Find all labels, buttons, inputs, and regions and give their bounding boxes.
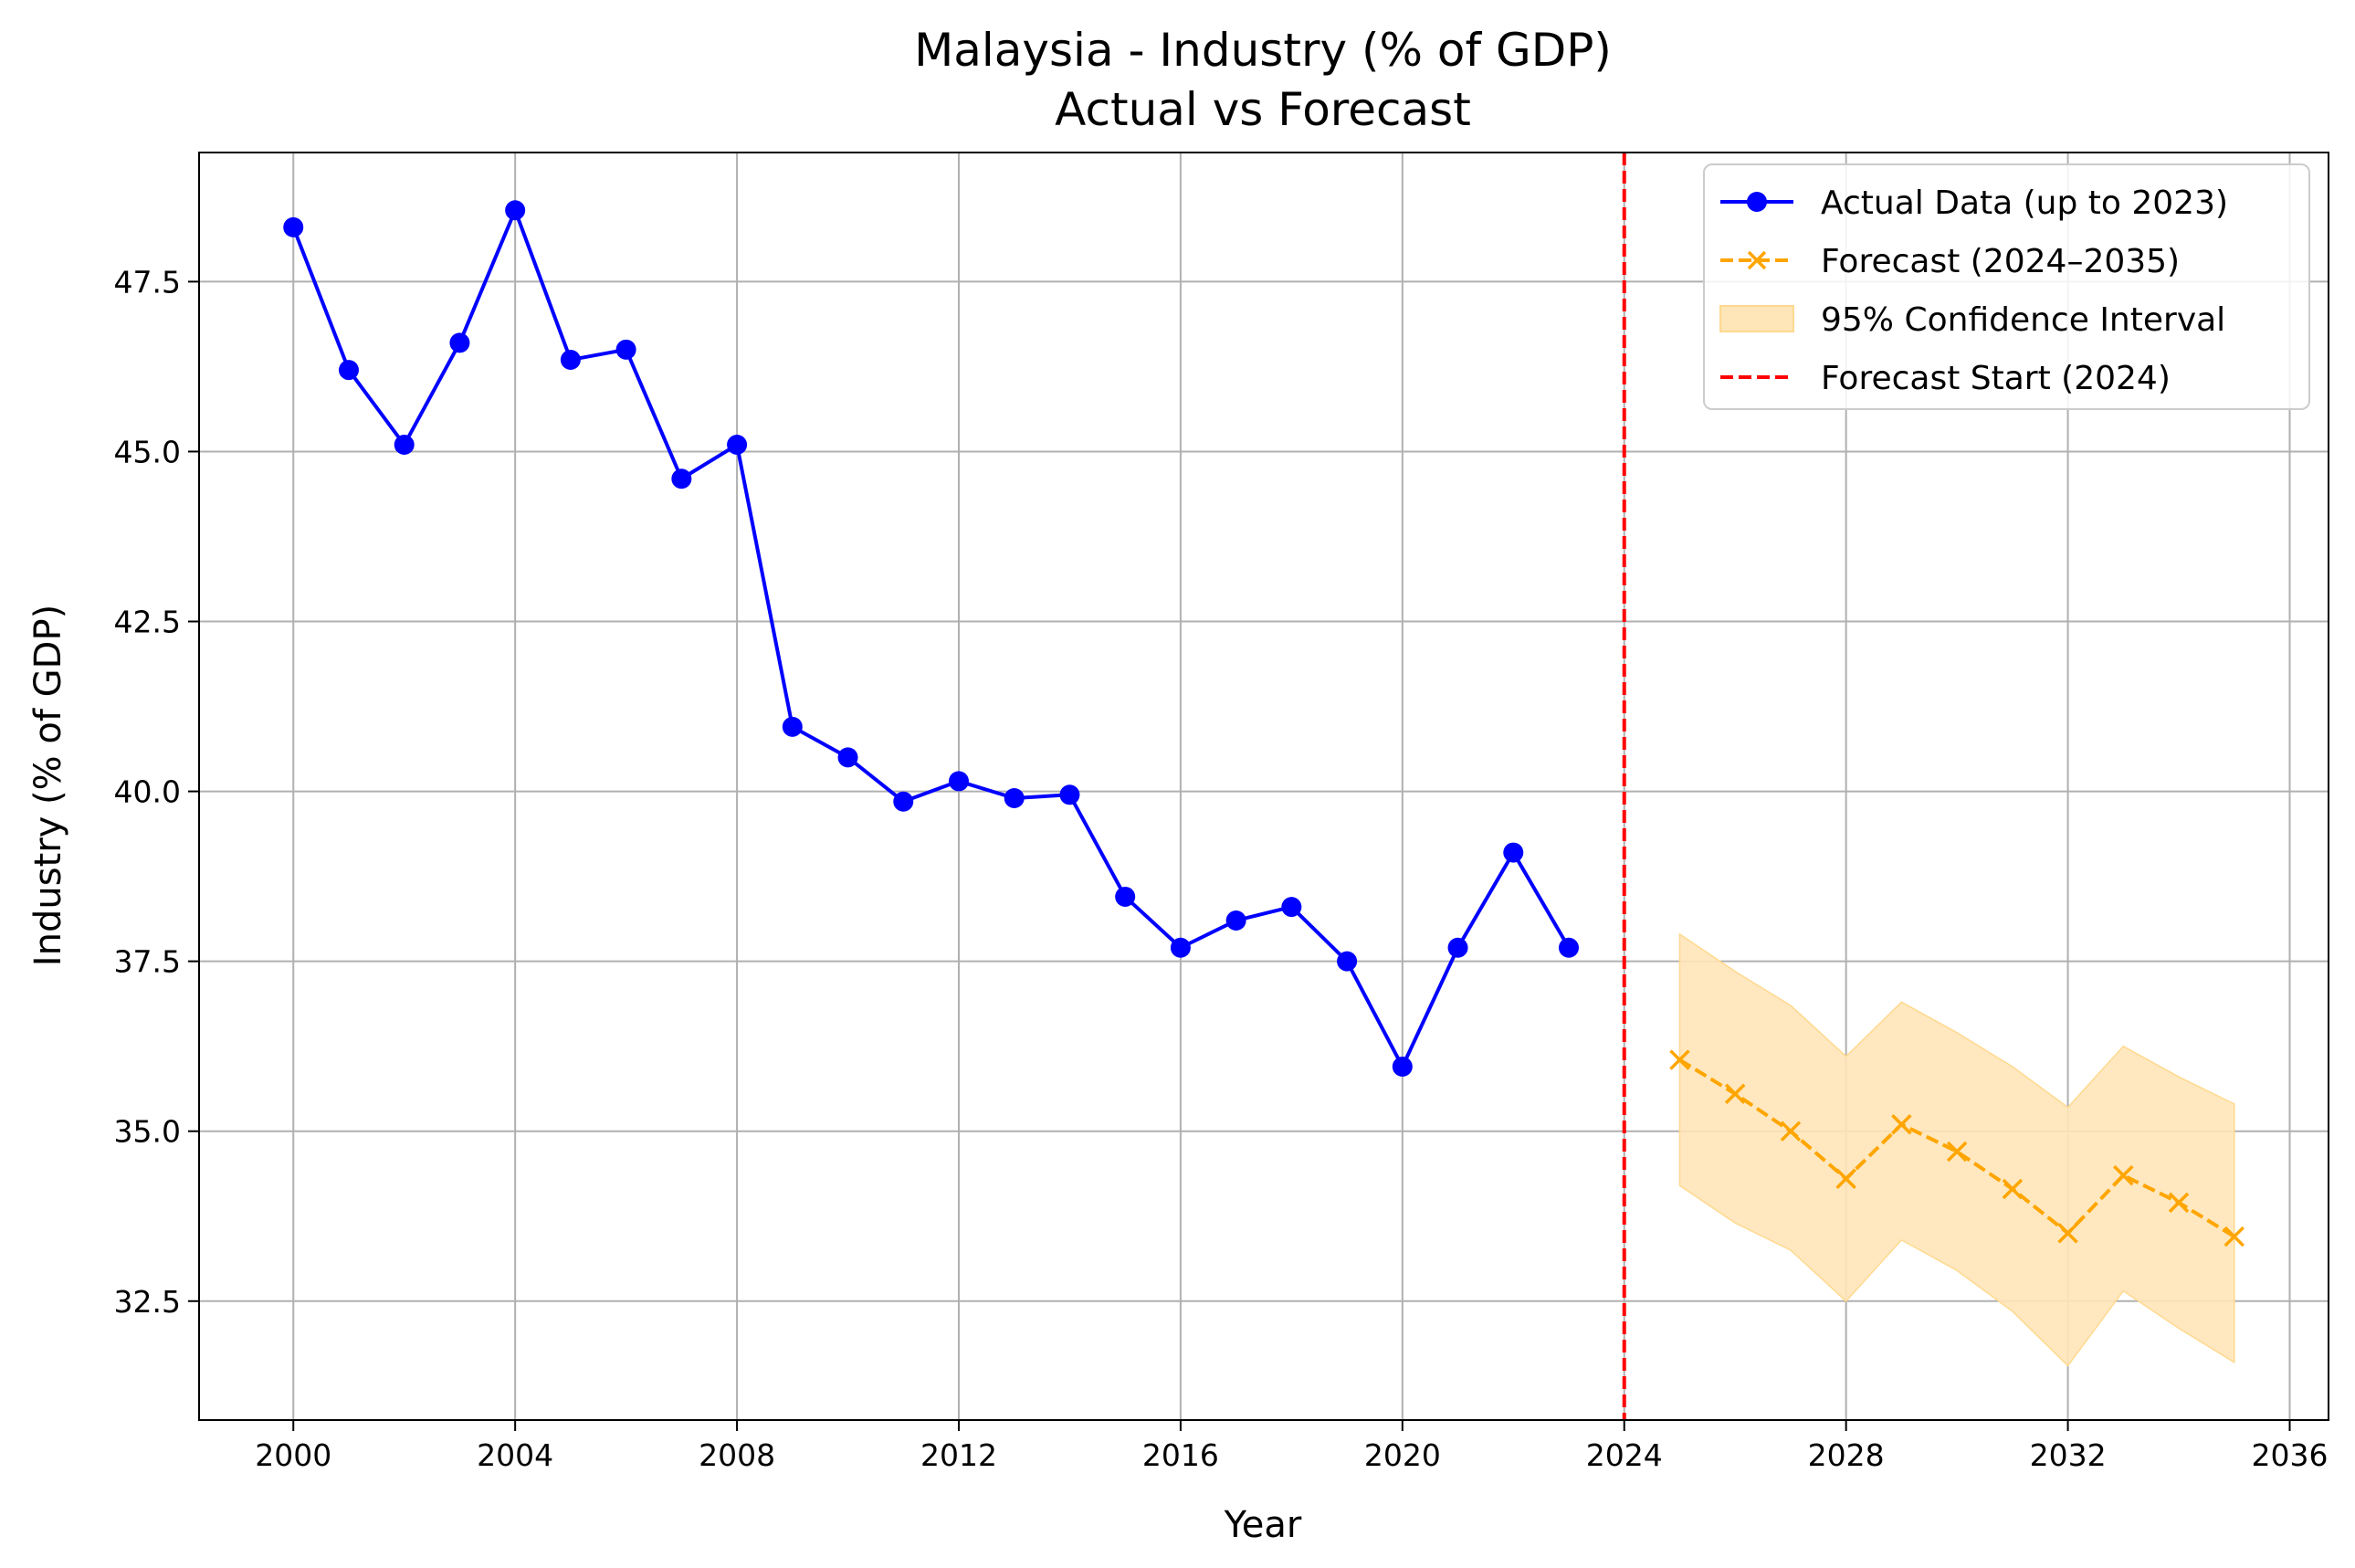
y-tick-label: 37.5 bbox=[114, 944, 181, 980]
x-tick-label: 2036 bbox=[2251, 1437, 2328, 1473]
actual-data-point bbox=[948, 771, 969, 792]
legend-actual-marker bbox=[1747, 192, 1767, 212]
legend-actual-label: Actual Data (up to 2023) bbox=[1821, 184, 2228, 222]
x-tick-label: 2024 bbox=[1586, 1437, 1663, 1473]
forecast-data-point bbox=[1724, 1083, 1746, 1105]
actual-data-point bbox=[394, 435, 415, 456]
x-axis-label: Year bbox=[1224, 1504, 1302, 1546]
actual-data-point bbox=[893, 791, 914, 812]
x-tick-label: 2000 bbox=[255, 1437, 331, 1473]
actual-data-point bbox=[505, 200, 526, 221]
forecast-data-point bbox=[2002, 1178, 2024, 1200]
forecast-data-point bbox=[2057, 1223, 2078, 1244]
y-tick-label: 42.5 bbox=[114, 605, 181, 640]
forecast-data-point bbox=[1669, 1049, 1690, 1070]
actual-data-point bbox=[1225, 910, 1246, 931]
y-axis-label: Industry (% of GDP) bbox=[27, 605, 69, 966]
actual-data-point bbox=[727, 435, 748, 456]
actual-data-point bbox=[449, 332, 470, 353]
forecast-data-point bbox=[1891, 1114, 1912, 1135]
actual-data-point bbox=[1115, 886, 1136, 907]
actual-data-point bbox=[1337, 951, 1358, 972]
actual-data-point bbox=[1447, 937, 1468, 958]
y-tick-label: 47.5 bbox=[114, 264, 181, 300]
forecast-data-point bbox=[2113, 1164, 2134, 1186]
legend-forecast-label: Forecast (2024–2035) bbox=[1821, 243, 2180, 280]
x-tick-label: 2008 bbox=[699, 1437, 775, 1473]
y-tick-label: 32.5 bbox=[114, 1284, 181, 1320]
forecast-data-point bbox=[1780, 1121, 1802, 1142]
actual-data-point bbox=[837, 747, 858, 768]
plot-frame bbox=[198, 152, 2329, 1421]
actual-series-line bbox=[291, 208, 1571, 1068]
x-tick-label: 2028 bbox=[1808, 1437, 1885, 1473]
y-tick-label: 40.0 bbox=[114, 774, 181, 810]
legend-ci-label: 95% Confidence Interval bbox=[1821, 301, 2225, 339]
y-tick-label: 35.0 bbox=[114, 1114, 181, 1150]
actual-data-point bbox=[1503, 842, 1524, 863]
actual-data-point bbox=[560, 349, 581, 370]
legend: Actual Data (up to 2023) Forecast (2024–… bbox=[1703, 163, 2310, 410]
chart-title: Malaysia - Industry (% of GDP) bbox=[914, 24, 1612, 77]
actual-data-point bbox=[1281, 897, 1302, 918]
x-tick-label: 2032 bbox=[2030, 1437, 2107, 1473]
forecast-data-point bbox=[2168, 1192, 2190, 1214]
legend-forecast-start-label: Forecast Start (2024) bbox=[1821, 360, 2171, 397]
actual-data-point bbox=[338, 360, 359, 381]
legend-ci-swatch bbox=[1719, 305, 1794, 332]
actual-data-point bbox=[1059, 784, 1080, 805]
forecast-data-point bbox=[1835, 1168, 1856, 1190]
x-tick-label: 2012 bbox=[920, 1437, 997, 1473]
y-tick-label: 45.0 bbox=[114, 434, 181, 469]
actual-data-point bbox=[671, 468, 692, 489]
legend-box bbox=[1703, 163, 2310, 410]
x-tick-label: 2020 bbox=[1364, 1437, 1441, 1473]
legend-forecast-marker bbox=[1747, 250, 1767, 270]
x-tick-label: 2004 bbox=[477, 1437, 553, 1473]
series-group bbox=[283, 200, 2245, 1247]
actual-data-point bbox=[283, 216, 304, 237]
forecast-series-line bbox=[1678, 1058, 2235, 1238]
actual-data-point bbox=[615, 339, 636, 360]
axis-ticks: 2000 2004 2008 2012 2016 2020 2024 2028 2032 2036… bbox=[114, 264, 2329, 1473]
actual-data-point bbox=[1004, 788, 1025, 809]
forecast-data-point bbox=[2224, 1226, 2245, 1247]
actual-data-point bbox=[1170, 937, 1191, 958]
actual-data-point bbox=[1392, 1056, 1413, 1077]
actual-data-point bbox=[1559, 937, 1580, 958]
forecast-data-point bbox=[1946, 1141, 1968, 1163]
actual-data-point bbox=[782, 716, 803, 737]
chart-subtitle: Actual vs Forecast bbox=[1055, 83, 1471, 136]
x-tick-label: 2016 bbox=[1142, 1437, 1219, 1473]
